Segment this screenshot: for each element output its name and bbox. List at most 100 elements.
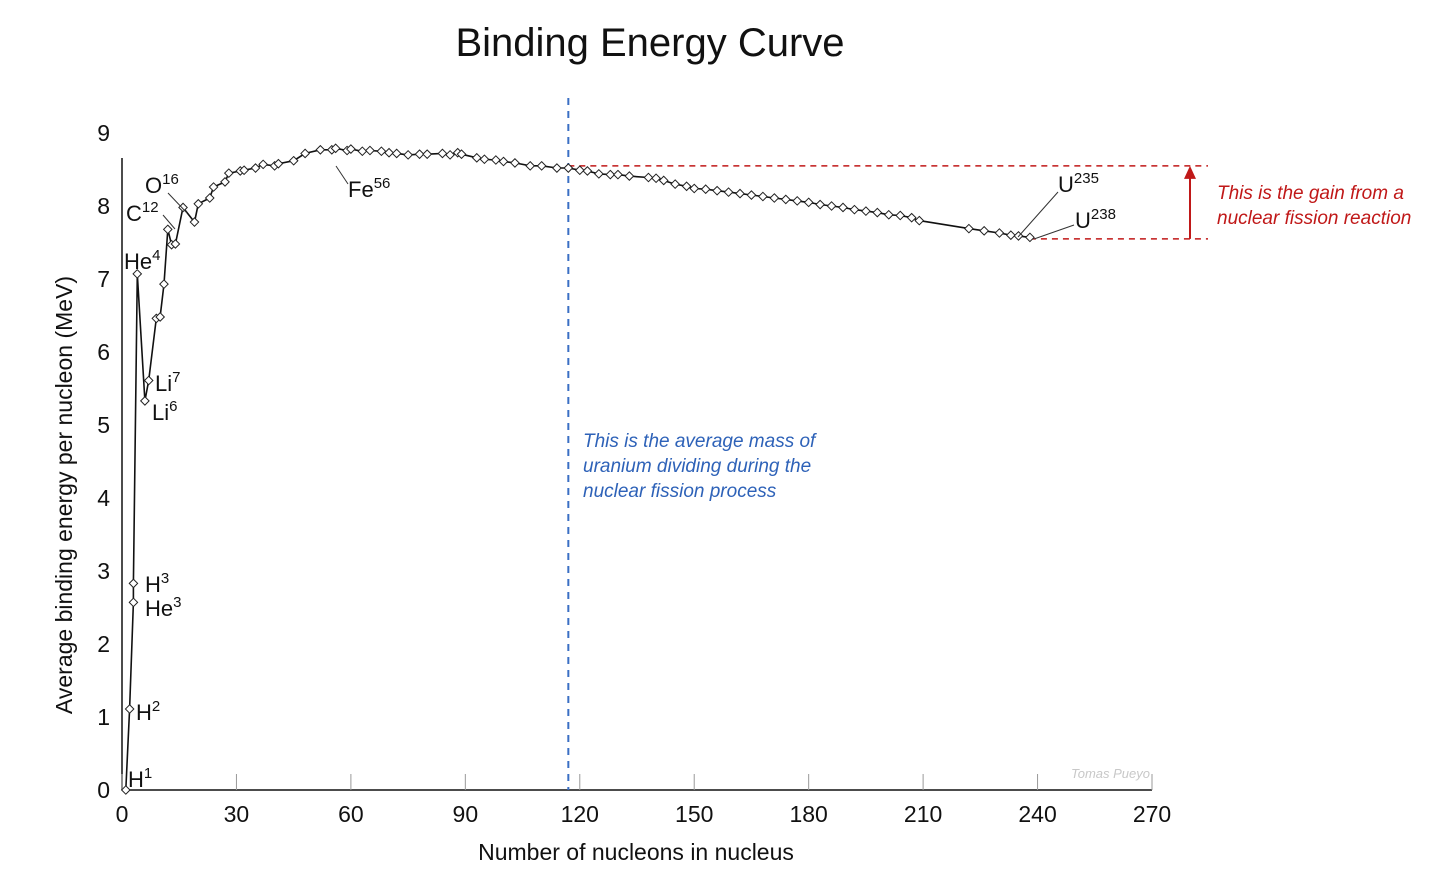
data-point (510, 158, 520, 168)
x-tick-label: 210 (904, 801, 942, 827)
data-point (189, 217, 200, 227)
data-point (128, 578, 139, 589)
data-point (345, 144, 356, 154)
y-tick-label: 3 (97, 558, 110, 584)
data-point (223, 168, 234, 179)
data-point (574, 165, 585, 176)
data-point (735, 188, 745, 199)
data-point (643, 172, 654, 183)
data-point (1025, 232, 1035, 243)
data-point (860, 206, 871, 217)
data-point (193, 198, 204, 209)
data-point (120, 785, 131, 795)
fission-note-line: This is the average mass of (583, 431, 817, 452)
y-tick-label: 1 (97, 704, 110, 730)
y-axis-label: Average binding energy per nucleon (MeV) (51, 276, 77, 714)
data-point (357, 146, 368, 157)
data-point (170, 239, 181, 249)
data-point (536, 160, 547, 171)
data-point (769, 193, 780, 203)
isotope-label-o16: O16 (145, 171, 179, 198)
leader-line-c12 (162, 214, 176, 230)
isotope-label-u235: U235 (1058, 170, 1099, 197)
data-point (445, 149, 455, 160)
data-point (551, 163, 562, 173)
data-point (498, 156, 509, 167)
x-tick-label: 150 (675, 801, 713, 827)
data-point (582, 166, 593, 176)
data-point (838, 202, 848, 213)
data-point (273, 158, 284, 169)
gain-note-line: nuclear fission reaction (1217, 208, 1411, 229)
x-tick-label: 120 (561, 801, 599, 827)
x-tick-label: 180 (789, 801, 827, 827)
data-point (670, 179, 681, 190)
data-point (376, 146, 387, 157)
leader-line-fe56 (335, 165, 349, 185)
data-point (250, 163, 261, 173)
isotope-label-h1: H1 (128, 765, 152, 792)
isotope-label-he4: He4 (124, 247, 160, 274)
data-point (658, 175, 669, 186)
data-point (849, 204, 860, 215)
data-point (651, 173, 661, 184)
data-point (681, 181, 692, 192)
data-point (162, 224, 173, 235)
data-point (159, 279, 169, 290)
data-point (979, 225, 990, 236)
gain-arrow-head (1184, 165, 1196, 179)
isotope-label-li6: Li6 (152, 398, 177, 425)
binding-energy-line (125, 147, 1031, 791)
isotope-label-h3: H3 (145, 570, 169, 597)
data-point (288, 155, 299, 166)
y-tick-label: 2 (97, 631, 110, 657)
data-point (712, 185, 723, 196)
data-point (124, 704, 135, 714)
isotope-label-he3: He3 (145, 594, 181, 621)
y-tick-label: 4 (97, 485, 110, 511)
data-point (330, 143, 341, 154)
data-point (872, 207, 883, 218)
data-point (689, 183, 700, 194)
y-tick-label: 8 (97, 193, 110, 219)
data-point (563, 163, 574, 173)
data-point (384, 147, 394, 158)
isotope-label-c12: C12 (126, 199, 159, 226)
data-point (792, 195, 803, 206)
data-point (624, 171, 635, 181)
axes (121, 158, 1152, 791)
data-point (208, 182, 219, 192)
reference-lines (567, 98, 1208, 790)
axis-ticks: 0 30 60 90 120 150 180 210 240 270 0 1 2 3 4 5 6 7 8 9 (97, 120, 1171, 827)
data-point (613, 169, 623, 180)
data-point (593, 168, 604, 179)
data-point (1005, 230, 1016, 241)
data-point (456, 149, 467, 160)
y-tick-label: 9 (97, 120, 110, 146)
annotations: This is the average mass of uranium divid… (583, 183, 1411, 502)
data-point (239, 165, 249, 176)
y-tick-label: 0 (97, 777, 110, 803)
data-point (490, 155, 501, 165)
data-point (605, 169, 616, 180)
y-tick-label: 5 (97, 412, 110, 438)
data-point (525, 160, 536, 171)
fission-note-line: nuclear fission process (583, 481, 777, 502)
leader-line-u238 (1033, 224, 1075, 240)
data-point (746, 190, 757, 200)
isotope-label-h2: H2 (136, 698, 160, 725)
data-point (220, 177, 230, 187)
x-tick-label: 240 (1018, 801, 1056, 827)
data-point (906, 212, 917, 223)
data-point (143, 375, 154, 386)
data-point (128, 597, 139, 608)
data-point (414, 149, 425, 160)
data-point (204, 193, 215, 203)
data-point (315, 144, 326, 155)
data-point (914, 215, 925, 226)
y-tick-label: 7 (97, 266, 110, 292)
isotope-label-u238: U238 (1075, 206, 1116, 233)
credit-text: Tomas Pueyo (1071, 766, 1150, 781)
